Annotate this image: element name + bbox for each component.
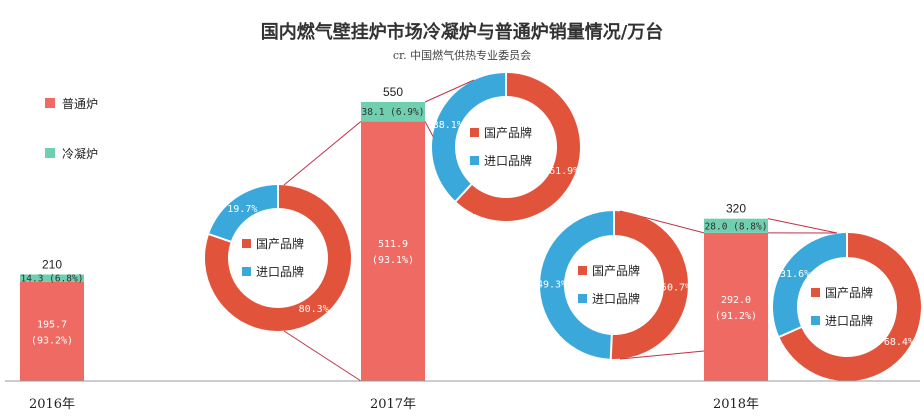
connector-line: [619, 350, 705, 360]
donut-slice-国产品牌: [779, 233, 922, 381]
connector-line: [767, 218, 838, 234]
chart-title: 国内燃气壁挂炉市场冷凝炉与普通炉销量情况/万台: [261, 21, 664, 43]
chart-subtitle: cr. 中国燃气供热专业委员会: [393, 48, 531, 62]
connector-line: [283, 120, 362, 186]
bar-冷凝炉: [704, 218, 768, 233]
legend-swatch: [811, 316, 820, 325]
legend-label: 进口品牌: [825, 314, 873, 328]
slice-separator: [454, 183, 473, 202]
legend-swatch: [45, 98, 55, 108]
data-label: 195.7: [37, 319, 67, 330]
slice-label: 31.6%: [780, 269, 810, 280]
connector-line: [424, 79, 475, 103]
legend-label: 进口品牌: [484, 154, 532, 168]
slice-label: 19.7%: [227, 204, 257, 215]
legend-label: 国产品牌: [592, 264, 640, 278]
total-label: 550: [383, 85, 403, 99]
data-label: 292.0: [721, 295, 751, 306]
slice-separator: [208, 233, 232, 243]
donut-slice-国产品牌: [205, 185, 352, 331]
slice-label: 80.3%: [299, 304, 329, 315]
slice-label: 38.1%: [433, 120, 463, 131]
legend-swatch: [578, 266, 587, 275]
legend-label: 进口品牌: [592, 292, 640, 306]
data-label: 511.9: [378, 239, 408, 250]
legend-label: 国产品牌: [256, 237, 304, 251]
slice-separator: [778, 326, 802, 338]
data-label: 38.1 (6.9%): [362, 107, 425, 118]
legend-label: 冷凝炉: [62, 146, 98, 161]
tick-label: 2017年: [370, 397, 416, 412]
data-label: 28.0 (8.8%): [705, 221, 768, 232]
slice-separator: [609, 334, 613, 359]
slice-label: 61.9%: [549, 166, 579, 177]
bar-普通炉: [361, 121, 425, 381]
slice-label: 68.4%: [884, 337, 914, 348]
legend-swatch: [470, 128, 479, 137]
legend-swatch: [470, 156, 479, 165]
connector-line: [283, 330, 362, 382]
donut-slice-进口品牌: [540, 211, 614, 359]
donut-slice-国产品牌: [455, 73, 580, 221]
legend-swatch: [811, 288, 820, 297]
donut-slice-进口品牌: [209, 184, 278, 242]
total-label: 210: [42, 257, 62, 271]
legend-label: 普通炉: [62, 97, 98, 111]
donut-slice-进口品牌: [773, 233, 847, 337]
data-label: (93.2%): [31, 335, 73, 346]
tick-label: 2016年: [29, 397, 75, 412]
bar-普通炉: [704, 232, 768, 381]
total-label: 320: [726, 202, 746, 216]
tick-label: 2018年: [713, 397, 759, 412]
legend-label: 国产品牌: [484, 126, 532, 140]
bar-普通炉: [20, 281, 84, 381]
slice-label: 50.7%: [661, 282, 691, 293]
donut-slice-进口品牌: [432, 73, 506, 202]
bar-冷凝炉: [361, 102, 425, 122]
data-label: (93.1%): [372, 255, 414, 266]
slice-label: 49.3%: [537, 280, 567, 291]
legend-swatch: [45, 148, 55, 158]
donut-slice-国产品牌: [610, 211, 689, 360]
legend-swatch: [242, 239, 251, 248]
data-label: 14.3 (6.8%): [21, 274, 84, 285]
legend-swatch: [242, 267, 251, 276]
legend-label: 国产品牌: [825, 286, 873, 300]
legend-label: 进口品牌: [256, 265, 304, 279]
bar-冷凝炉: [20, 274, 84, 282]
data-label: (91.2%): [715, 311, 757, 322]
legend-swatch: [578, 294, 587, 303]
